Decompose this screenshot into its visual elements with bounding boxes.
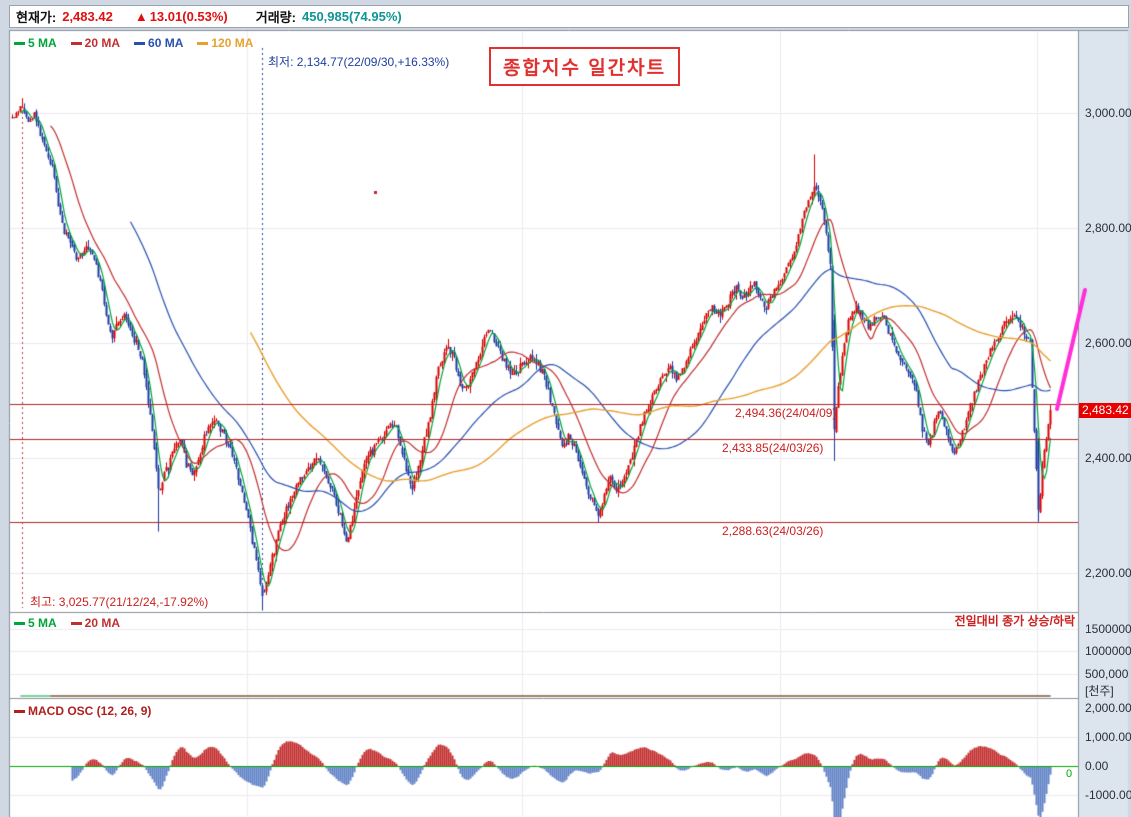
legend-swatch bbox=[70, 621, 82, 625]
axis-label: [천주] bbox=[1085, 684, 1114, 698]
legend-label: 120 MA bbox=[211, 36, 254, 50]
current-price-label: 현재가: bbox=[16, 10, 57, 25]
legend-item: 20 MA bbox=[70, 36, 121, 50]
legend-swatch bbox=[14, 621, 25, 625]
change-value: 13.01(0.53%) bbox=[149, 9, 228, 24]
axis-label: 2,800.00 bbox=[1085, 221, 1131, 235]
macd-legend-label: MACD OSC (12, 26, 9) bbox=[28, 704, 152, 718]
volume-note: 전일대비 종가 상승/하락 bbox=[954, 614, 1075, 628]
legend-label: 20 MA bbox=[84, 616, 121, 630]
legend-label: 60 MA bbox=[148, 36, 184, 50]
legend-item: 5 MA bbox=[14, 36, 57, 50]
volume-label: 거래량: bbox=[255, 10, 296, 25]
volume-value: 450,985(74.95%) bbox=[301, 9, 402, 24]
volume-ma-legend: 5 MA 20 MA bbox=[14, 616, 134, 630]
level-label: 2,494.36(24/04/09) bbox=[735, 405, 837, 420]
macd-zero-label: 0 bbox=[1066, 768, 1073, 780]
axis-label: 0.00 bbox=[1085, 759, 1109, 773]
legend-label: 5 MA bbox=[28, 616, 57, 630]
highest-annotation: 최고: 3,025.77(21/12/24,-17.92%) bbox=[30, 595, 209, 609]
legend-swatch bbox=[14, 41, 25, 45]
lowest-annotation: 최저: 2,134.77(22/09/30,+16.33%) bbox=[268, 55, 450, 69]
legend-item: 5 MA bbox=[14, 616, 57, 630]
axis-label: 1,000.00 bbox=[1085, 730, 1131, 744]
legend-item: 60 MA bbox=[134, 36, 183, 50]
legend-label: 20 MA bbox=[84, 36, 121, 50]
legend-label: 5 MA bbox=[28, 36, 57, 50]
legend-swatch bbox=[134, 41, 146, 45]
axis-label: 2,600.00 bbox=[1085, 336, 1131, 350]
chart-title[interactable]: 종합지수 일간차트 bbox=[489, 47, 681, 86]
axis-label: -1000.00 bbox=[1085, 788, 1131, 802]
current-price-badge: 2,483.42 bbox=[1079, 403, 1131, 418]
level-label: 2,288.63(24/03/26) bbox=[722, 524, 824, 539]
current-price-value: 2,483.42 bbox=[62, 9, 113, 24]
axis-label: 3,000.00 bbox=[1085, 106, 1131, 120]
legend-item: 120 MA bbox=[197, 36, 253, 50]
axis-label: 500,000 bbox=[1085, 666, 1129, 681]
macd-legend-swatch bbox=[14, 709, 25, 713]
axis-label: 1000000 bbox=[1085, 644, 1131, 658]
axis-label: 2,200.00 bbox=[1085, 566, 1131, 580]
axis-label: 2,400.00 bbox=[1085, 451, 1131, 465]
legend-swatch bbox=[197, 41, 209, 45]
price-ma-legend: 5 MA 20 MA 60 MA 120 MA bbox=[14, 36, 267, 50]
axis-label: 1500000 bbox=[1085, 621, 1131, 636]
macd-legend: MACD OSC (12, 26, 9) bbox=[14, 704, 151, 718]
up-arrow-icon: ▲ bbox=[134, 9, 148, 24]
axis-label: 2,000.00 bbox=[1085, 701, 1131, 715]
legend-item: 20 MA bbox=[70, 616, 121, 630]
level-label: 2,433.85(24/03/26) bbox=[722, 440, 824, 455]
legend-swatch bbox=[70, 41, 82, 45]
info-bar: 현재가: 2,483.42 ▲ 13.01(0.53%) 거래량: 450,98… bbox=[9, 5, 1129, 28]
